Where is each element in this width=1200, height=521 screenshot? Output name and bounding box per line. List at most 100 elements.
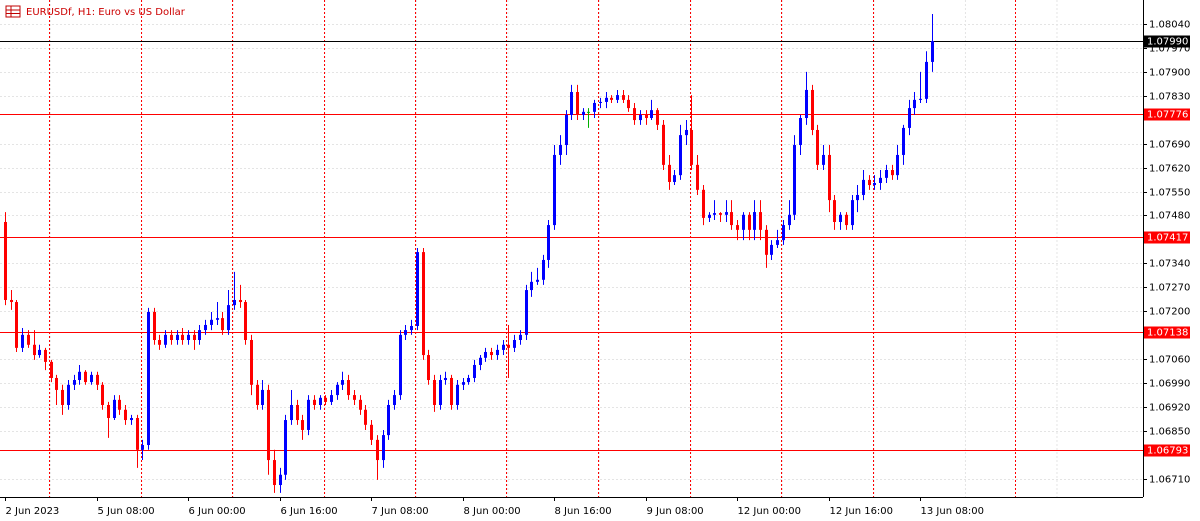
candle-body (153, 311, 156, 340)
candle-body (713, 213, 716, 215)
candle-body (273, 460, 276, 486)
candle-body (279, 474, 282, 486)
candle-body (913, 99, 916, 109)
candle-body (210, 319, 213, 325)
candle-body (462, 382, 465, 385)
candle-body (27, 334, 30, 345)
candle-body (828, 154, 831, 201)
candle-body (347, 380, 350, 396)
y-tick-label: 1.07900 (1149, 68, 1190, 79)
candle-body (198, 330, 201, 340)
candle-body (422, 252, 425, 356)
candle-body (404, 330, 407, 335)
candle-body (873, 182, 876, 186)
candle-body (856, 194, 859, 201)
candle-body (793, 145, 796, 215)
level-label-box (1144, 108, 1190, 121)
candle-body (44, 349, 47, 362)
candle-body (845, 214, 848, 226)
candle-body (101, 384, 104, 405)
y-tick-label: 1.06990 (1149, 379, 1190, 390)
candle-body (587, 111, 590, 113)
candle-body (221, 318, 224, 331)
candle-body (456, 384, 459, 405)
candle-body (542, 259, 545, 280)
candle-body (410, 325, 413, 331)
candle-body (616, 95, 619, 100)
candle-body (330, 395, 333, 402)
candle-body (416, 252, 419, 326)
candle-body (341, 380, 344, 385)
chart-title: EURUSDf, H1: Euro vs US Dollar (26, 7, 186, 18)
candle-body (376, 439, 379, 461)
candle-body (204, 324, 207, 331)
candle-body (576, 92, 579, 115)
candle-body (353, 395, 356, 400)
candle-body (582, 111, 585, 115)
candle-body (427, 355, 430, 381)
level-label: 1.07138 (1147, 328, 1188, 339)
candle-body (708, 214, 711, 218)
candle-body (816, 129, 819, 165)
candle-body (645, 114, 648, 119)
candle-body (96, 374, 99, 385)
candle-body (868, 179, 871, 186)
candle-body (627, 99, 630, 109)
candle-body (605, 97, 608, 102)
candle-body (673, 175, 676, 182)
candle-body (21, 334, 24, 348)
candle-body (67, 384, 70, 405)
candle-body (765, 229, 768, 255)
level-label: 1.06793 (1147, 446, 1188, 457)
candle-body (33, 344, 36, 356)
candle-body (244, 302, 247, 340)
candle-body (656, 110, 659, 125)
candle-body (759, 212, 762, 230)
candle-body (433, 380, 436, 405)
title-icon (5, 5, 21, 18)
candle-body (78, 371, 81, 381)
y-tick-label: 1.07270 (1149, 283, 1190, 294)
candle-body (267, 389, 270, 461)
candle-body (725, 212, 728, 215)
candle-body (319, 397, 322, 405)
bid-label: 1.07990 (1147, 37, 1188, 48)
candle-body (559, 145, 562, 155)
candle-body (782, 225, 785, 241)
candle-body (61, 389, 64, 405)
candle-body (925, 61, 928, 99)
y-tick-label: 1.06710 (1149, 475, 1190, 486)
x-tick-label: 2 Jun 2023 (6, 506, 60, 517)
candle-body (553, 154, 556, 226)
candle-body (290, 404, 293, 421)
candle-body (313, 399, 316, 405)
level-label-box (1144, 326, 1190, 339)
candle-body (307, 399, 310, 430)
candle-body (399, 334, 402, 396)
candle-body (885, 169, 888, 178)
candle-body (176, 334, 179, 340)
candle-body (696, 164, 699, 190)
candle-body (239, 299, 242, 303)
candle-body (450, 377, 453, 405)
y-tick-label: 1.07060 (1149, 355, 1190, 366)
candle-body (113, 399, 116, 418)
y-tick-label: 1.07480 (1149, 211, 1190, 222)
y-tick-label: 1.06850 (1149, 427, 1190, 438)
x-tick-label: 8 Jun 00:00 (464, 506, 521, 517)
candle-body (719, 213, 722, 215)
candle-body (662, 124, 665, 165)
candle-body (799, 118, 802, 146)
candle-body (502, 344, 505, 350)
bid-label-box (1144, 35, 1190, 48)
candle-body (891, 169, 894, 176)
candle-body (250, 339, 253, 385)
y-tick-label: 1.07550 (1149, 188, 1190, 199)
candle-body (547, 225, 550, 260)
grid (0, 0, 1143, 497)
candle-body (570, 92, 573, 115)
candle-body (622, 95, 625, 100)
candle-body (525, 290, 528, 335)
candle-body (633, 108, 636, 121)
